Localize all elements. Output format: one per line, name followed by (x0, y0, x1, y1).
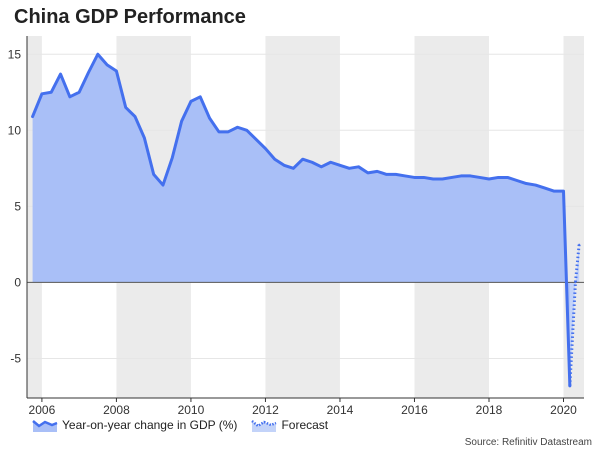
data-point-s1-1 (574, 281, 577, 284)
data-point-s0-56 (553, 190, 555, 192)
data-point-s0-19 (208, 117, 211, 119)
x-tick-label-2018: 2018 (476, 403, 503, 417)
data-point-s0-8 (106, 64, 108, 66)
legend-item-forecast: Forecast (251, 418, 328, 432)
series-area-1 (569, 244, 580, 386)
series-line-1 (568, 244, 581, 386)
y-tick-label--5: -5 (10, 351, 21, 365)
tick-labels: 15 10 5 0 -5 2006 2008 2010 2012 2014 2016 2018 2020 (8, 47, 578, 417)
data-point-s0-12 (143, 137, 146, 139)
x-tick-label-2010: 2010 (178, 403, 205, 417)
x-tick-label-2008: 2008 (103, 403, 130, 417)
x-tick-label-2014: 2014 (327, 403, 354, 417)
data-point-s0-32 (329, 161, 332, 164)
data-point-s0-50 (497, 176, 500, 179)
series-lines (31, 52, 581, 388)
data-point-s0-14 (162, 184, 164, 186)
data-point-s0-52 (516, 179, 518, 182)
data-point-s0-45 (450, 176, 453, 179)
legend-label-actual: Year-on-year change in GDP (%) (62, 418, 238, 432)
data-point-s0-37 (376, 170, 379, 173)
data-point-s0-53 (525, 182, 528, 185)
data-point-s0-22 (236, 126, 239, 129)
data-point-s0-51 (506, 176, 509, 179)
y-tick-label-15: 15 (8, 47, 22, 61)
data-point-s0-5 (78, 91, 80, 94)
data-point-s0-3 (59, 73, 62, 75)
data-point-s0-17 (190, 100, 192, 103)
data-point-s0-43 (432, 178, 434, 180)
data-point-s0-40 (404, 175, 406, 177)
data-point-s0-57 (562, 190, 565, 192)
legend-swatch-forecast-icon (251, 420, 277, 432)
x-tick-label-2020: 2020 (550, 403, 577, 417)
data-point-s0-38 (385, 173, 388, 176)
data-point-s0-25 (264, 147, 267, 150)
data-point-s0-31 (320, 166, 323, 168)
data-point-s0-54 (534, 184, 537, 186)
data-point-s0-0 (31, 115, 34, 118)
data-point-s0-11 (134, 115, 136, 118)
data-point-s0-18 (199, 96, 202, 98)
legend: Year-on-year change in GDP (%) Forecast (32, 418, 342, 432)
data-point-s0-30 (311, 161, 313, 164)
data-point-s0-35 (357, 166, 360, 168)
data-point-s0-10 (124, 106, 127, 109)
data-point-s0-36 (367, 172, 369, 174)
data-point-s0-13 (152, 173, 155, 176)
data-point-s0-6 (87, 71, 90, 74)
data-point-s0-1 (41, 92, 43, 95)
series-area-0 (32, 54, 570, 386)
data-point-s0-33 (339, 164, 341, 167)
data-point-s0-4 (69, 96, 71, 98)
data-point-s0-55 (544, 187, 546, 189)
data-point-s0-48 (478, 176, 481, 179)
data-point-s0-16 (180, 120, 183, 122)
data-point-s0-41 (413, 176, 416, 179)
y-tick-label-5: 5 (14, 199, 21, 213)
data-point-s0-2 (50, 91, 53, 94)
source-note: Source: Refinitiv Datastream (464, 437, 592, 448)
data-point-s1-0 (569, 385, 571, 387)
data-point-s0-26 (273, 158, 276, 161)
data-point-s0-47 (469, 175, 472, 177)
chart-title: China GDP Performance (14, 6, 246, 28)
x-tick-label-2006: 2006 (29, 403, 56, 417)
legend-swatch-actual-icon (32, 420, 58, 432)
data-point-s1-2 (578, 243, 580, 246)
data-point-s0-27 (283, 164, 285, 167)
data-point-s0-49 (488, 178, 490, 180)
x-tick-label-2016: 2016 (401, 403, 428, 417)
data-point-s0-29 (301, 158, 304, 161)
y-tick-label-0: 0 (14, 275, 21, 289)
data-point-s0-20 (218, 131, 220, 133)
y-tick-label-10: 10 (8, 123, 22, 137)
shaded-band-4 (563, 36, 584, 398)
axes (26, 36, 584, 402)
data-point-s0-15 (171, 156, 174, 159)
data-point-s0-34 (348, 167, 351, 170)
legend-item-actual: Year-on-year change in GDP (%) (32, 418, 237, 432)
data-point-s0-39 (395, 173, 397, 176)
data-point-s0-24 (255, 138, 257, 141)
data-point-s0-28 (292, 167, 295, 170)
series-fill (32, 54, 580, 386)
data-point-s0-21 (227, 131, 229, 133)
data-point-s0-9 (115, 70, 118, 72)
data-point-s0-46 (460, 175, 462, 177)
x-tick-label-2012: 2012 (252, 403, 279, 417)
data-point-s0-7 (96, 53, 99, 56)
data-point-s0-44 (441, 178, 444, 180)
data-point-s0-23 (246, 129, 248, 132)
legend-label-forecast: Forecast (281, 418, 329, 432)
data-point-s0-42 (422, 176, 425, 179)
